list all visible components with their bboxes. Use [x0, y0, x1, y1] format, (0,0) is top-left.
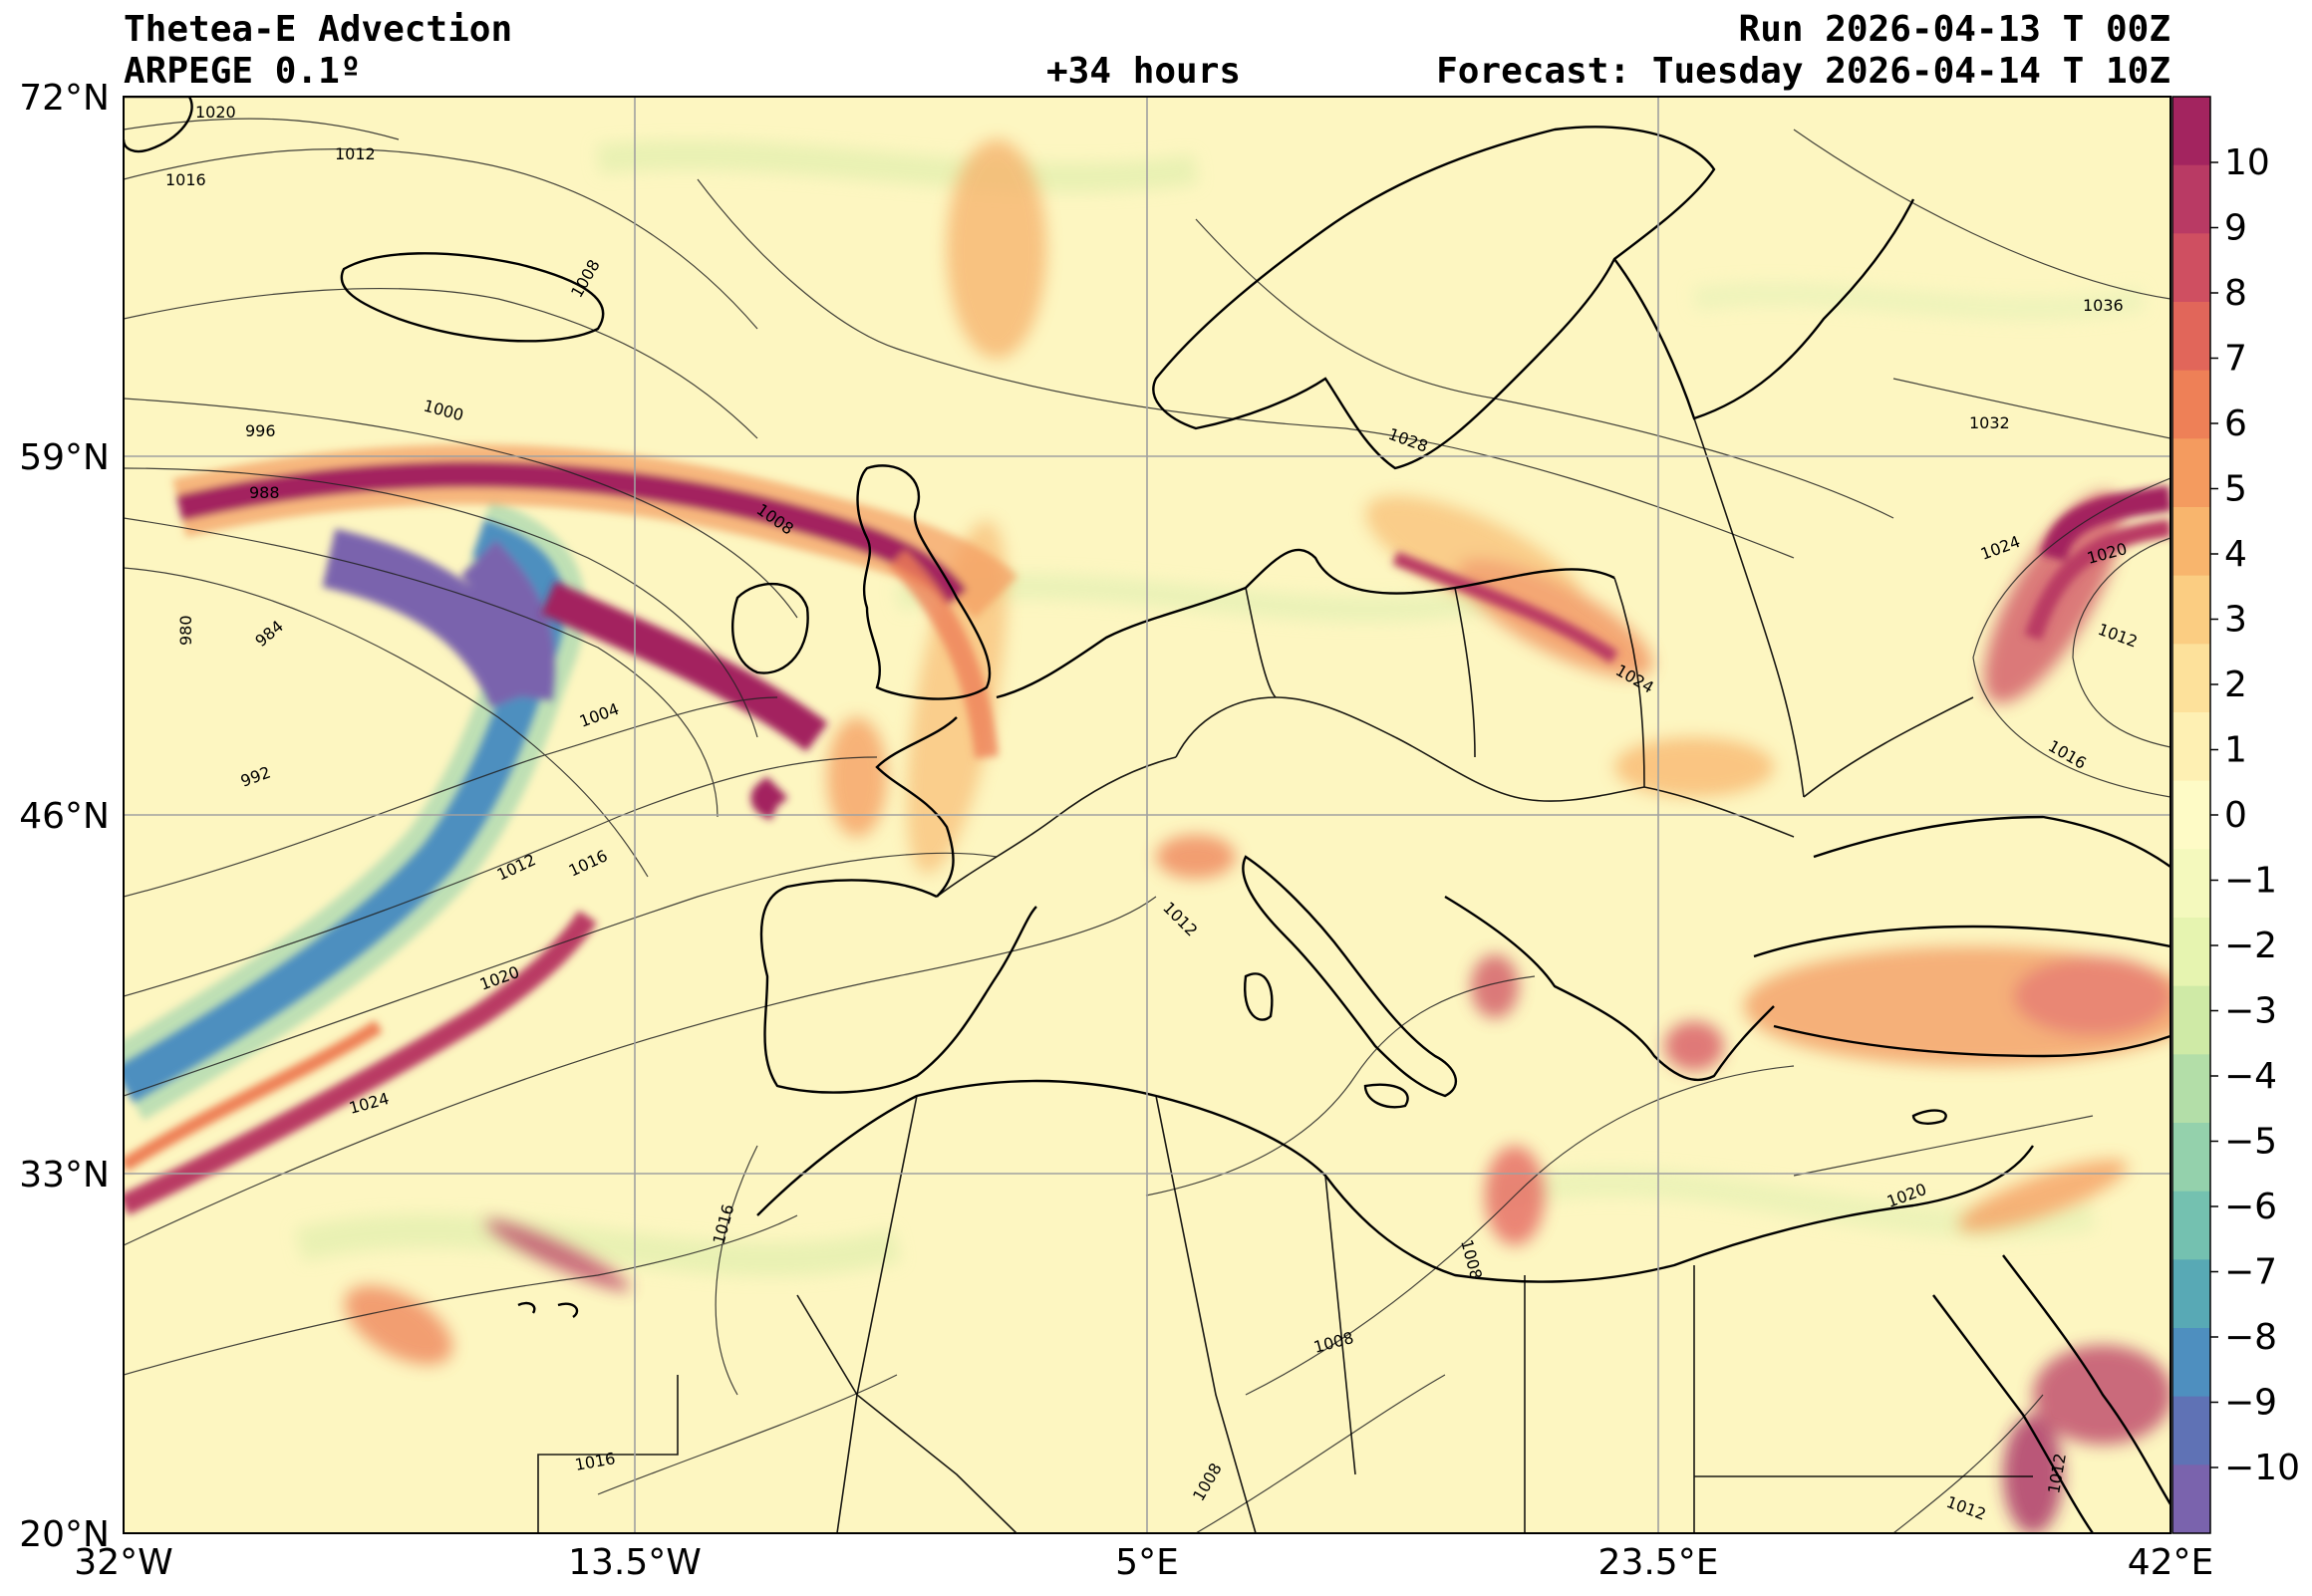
lon-tick-label: 23.5°E	[1598, 1542, 1719, 1583]
colorbar-tick-label: 5	[2224, 469, 2247, 510]
colorbar-tick-label: −2	[2224, 926, 2277, 966]
forecast-label: Forecast: Tuesday 2026-04-14 T 10Z	[1436, 51, 2170, 92]
lead-time-label: +34 hours	[1046, 51, 1242, 92]
colorbar-segment	[2172, 97, 2210, 166]
colorbar-segment	[2172, 507, 2210, 577]
colorbar-segment	[2172, 164, 2210, 234]
colorbar-segment	[2172, 302, 2210, 372]
colorbar-tick-label: 2	[2224, 665, 2247, 705]
graticule	[124, 97, 2170, 1533]
map-title: Thetea-E Advection	[124, 9, 513, 50]
isobar-label: 996	[245, 421, 276, 440]
colorbar-segment	[2172, 849, 2210, 919]
colorbar-tick-label: 10	[2224, 142, 2270, 183]
lon-tick-label: 42°E	[2128, 1542, 2214, 1583]
lat-tick-label: 46°N	[19, 796, 110, 837]
coastlines	[124, 97, 2170, 1533]
lat-tick-label: 20°N	[19, 1514, 110, 1555]
isobar-label: 1032	[1969, 413, 2010, 432]
colorbar-segment	[2172, 918, 2210, 987]
colorbar-segment	[2172, 438, 2210, 508]
isobar-label: 1020	[195, 103, 236, 122]
colorbar-tick-label: 1	[2224, 730, 2247, 771]
colorbar-segment	[2172, 985, 2210, 1055]
isobar-label: 988	[249, 483, 280, 502]
colorbar-segment	[2172, 1464, 2210, 1534]
colorbar-segment	[2172, 644, 2210, 713]
isobar-label: 1016	[165, 170, 206, 189]
colorbar-segment	[2172, 370, 2210, 439]
colorbar-tick-label: −6	[2224, 1187, 2277, 1227]
map-frame	[123, 96, 2171, 1534]
lat-tick-label: 72°N	[19, 78, 110, 119]
colorbar-tick-label: 8	[2224, 273, 2247, 314]
colorbar-tick-label: −3	[2224, 991, 2277, 1032]
colorbar-tick-label: −8	[2224, 1317, 2277, 1358]
colorbar-tick-label: −5	[2224, 1122, 2277, 1163]
colorbar-tick-label: −4	[2224, 1056, 2277, 1097]
colorbar-segment	[2172, 780, 2210, 850]
model-label: ARPEGE 0.1º	[124, 51, 362, 92]
longitude-axis: 32°W 13.5°W 5°E 23.5°E 42°E	[74, 1542, 2213, 1583]
colorbar-tick-label: −10	[2224, 1448, 2300, 1488]
colorbar-tick-label: −7	[2224, 1252, 2277, 1293]
lat-tick-label: 33°N	[19, 1155, 110, 1196]
colorbar-segment	[2172, 575, 2210, 645]
lon-tick-label: 5°E	[1115, 1542, 1179, 1583]
colorbar-segment	[2172, 1328, 2210, 1398]
colorbar-tick-label: −9	[2224, 1383, 2277, 1424]
colorbar-segment	[2172, 1396, 2210, 1465]
run-label: Run 2026-04-13 T 00Z	[1738, 9, 2170, 50]
colorbar-segment	[2172, 712, 2210, 782]
isobar-label: 1012	[335, 144, 376, 163]
colorbar	[2171, 96, 2211, 1534]
lat-tick-label: 59°N	[19, 437, 110, 478]
colorbar-tick-label: 9	[2224, 208, 2247, 249]
lon-tick-label: 32°W	[74, 1542, 172, 1583]
colorbar-tick-label: 7	[2224, 339, 2247, 380]
colorbar-segment	[2172, 1123, 2210, 1193]
colorbar-segment	[2172, 1191, 2210, 1260]
colorbar-tick-label: 6	[2224, 403, 2247, 444]
colorbar-segment	[2172, 1054, 2210, 1124]
colorbar-segment	[2172, 233, 2210, 303]
colorbar-tick-label: 4	[2224, 534, 2247, 575]
lon-tick-label: 13.5°W	[568, 1542, 702, 1583]
colorbar-tick-label: 3	[2224, 600, 2247, 641]
colorbar-tick-label: 0	[2224, 795, 2247, 836]
colorbar-tick-label: −1	[2224, 861, 2277, 902]
latitude-axis: 72°N 59°N 46°N 33°N 20°N	[19, 78, 110, 1555]
isobar-label: 980	[176, 615, 195, 646]
isobar-label: 1036	[2083, 296, 2124, 315]
borders	[537, 417, 2033, 1533]
colorbar-segment	[2172, 1259, 2210, 1329]
